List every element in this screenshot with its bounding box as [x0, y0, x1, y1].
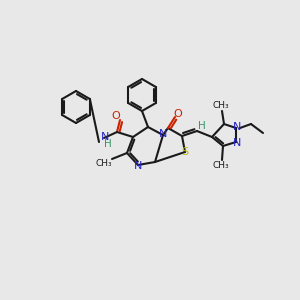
- Text: N: N: [233, 138, 241, 148]
- Text: N: N: [159, 129, 167, 139]
- Text: N: N: [134, 161, 142, 171]
- Text: N: N: [233, 122, 241, 132]
- Text: CH₃: CH₃: [96, 158, 112, 167]
- Text: O: O: [112, 111, 120, 121]
- Text: O: O: [174, 109, 182, 119]
- Text: H: H: [198, 121, 206, 131]
- Text: CH₃: CH₃: [213, 100, 229, 109]
- Text: CH₃: CH₃: [213, 161, 229, 170]
- Text: H: H: [104, 139, 112, 149]
- Text: S: S: [182, 147, 189, 157]
- Text: N: N: [101, 132, 109, 142]
